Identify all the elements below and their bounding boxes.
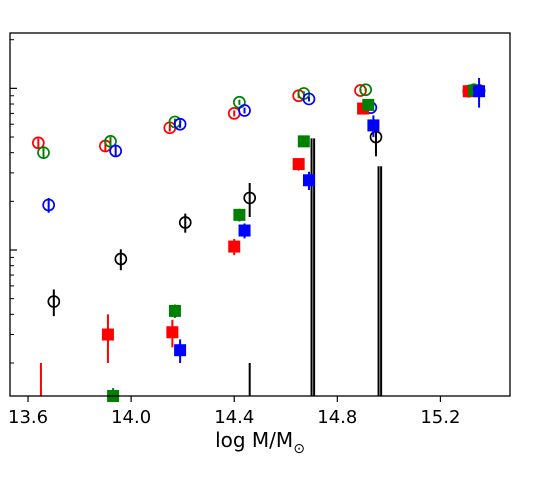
- data-point-square: [297, 135, 310, 148]
- data-point-square: [362, 98, 375, 111]
- data-point-square: [367, 119, 380, 132]
- x-tick-label: 14.4: [214, 407, 254, 428]
- data-point-circle: [238, 104, 251, 117]
- data-point-circle: [104, 135, 117, 148]
- data-point-circle: [109, 144, 123, 158]
- data-point-circle: [369, 130, 383, 144]
- data-point-square: [473, 85, 486, 98]
- data-point-square: [166, 326, 179, 339]
- data-point-circle: [243, 191, 257, 205]
- data-point-square: [238, 224, 251, 237]
- data-point-square: [292, 158, 305, 171]
- data-point-square: [101, 328, 114, 341]
- plot-area: [32, 77, 486, 402]
- data-point-circle: [32, 136, 45, 150]
- x-tick-label: 15.2: [420, 407, 460, 428]
- x-tick-label: 13.6: [8, 407, 48, 428]
- data-point-circle: [37, 146, 50, 160]
- plot-frame: [9, 32, 511, 397]
- data-point-circle: [302, 92, 316, 106]
- data-point-square: [168, 304, 181, 317]
- data-point-circle: [42, 198, 56, 212]
- x-tick-label: 14.0: [111, 407, 151, 428]
- x-axis: 13.6 14.0 14.4 14.8 15.2: [8, 396, 460, 428]
- data-point-square: [228, 240, 241, 253]
- x-tick-label: 14.8: [317, 407, 357, 428]
- data-point-circle: [114, 252, 128, 266]
- data-point-square: [302, 174, 315, 187]
- x-axis-label: log M/M⊙: [215, 428, 305, 457]
- data-point-square: [233, 208, 246, 221]
- data-point-circle: [359, 83, 373, 97]
- data-point-circle: [47, 295, 61, 308]
- data-point-square: [174, 344, 187, 357]
- data-point-circle: [178, 216, 192, 229]
- y-axis: [10, 39, 17, 364]
- data-point-circle: [173, 117, 187, 131]
